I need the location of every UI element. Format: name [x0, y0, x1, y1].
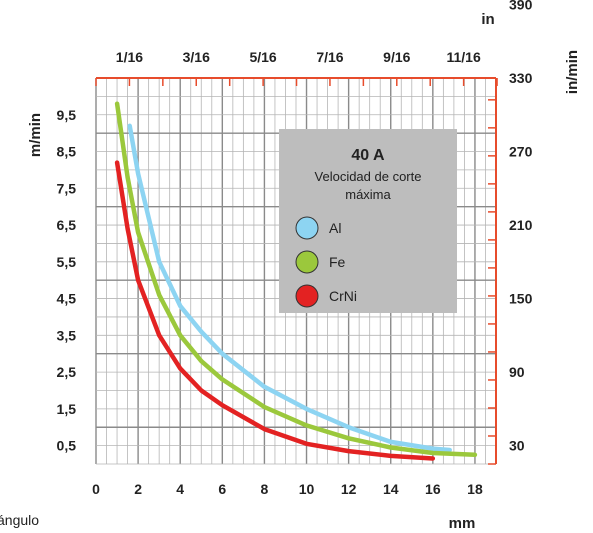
x-bottom-tick-label: 18 — [467, 481, 483, 497]
x-bottom-tick-label: 12 — [341, 481, 357, 497]
legend-label-fe: Fe — [329, 254, 346, 270]
x-bottom-tick-label: 14 — [383, 481, 399, 497]
x-bottom-tick-label: 6 — [218, 481, 226, 497]
x-bottom-tick-label: 4 — [176, 481, 184, 497]
legend: 40 A Velocidad de corte máxima Al Fe CrNi — [279, 129, 457, 313]
legend-label-crni: CrNi — [329, 288, 357, 304]
y-left-tick-label: 8,5 — [57, 144, 77, 160]
y-left-tick-label: 7,5 — [57, 180, 77, 196]
legend-swatch-crni — [296, 285, 318, 307]
x-top-tick-label: 9/16 — [383, 49, 410, 65]
y-left-tick-label: 3,5 — [57, 327, 77, 343]
y-left-tick-label: 4,5 — [57, 291, 77, 307]
x-top-tick-label: 11/16 — [446, 49, 480, 65]
x-bottom-tick-label: 16 — [425, 481, 441, 497]
y-left-tick-label: 1,5 — [57, 401, 77, 417]
x-bottom-tick-label: 2 — [134, 481, 142, 497]
x-bottom-tick-label: 10 — [299, 481, 315, 497]
x-top-axis-title: in — [481, 11, 494, 28]
x-top-tick-label: 1/16 — [116, 49, 143, 65]
y-left-tick-label: 9,5 — [57, 107, 77, 123]
x-top-tick-labels: 1/16 3/16 5/16 7/16 9/16 11/16 — [116, 49, 481, 65]
y-right-tick-label: 210 — [509, 217, 533, 233]
y-left-tick-label: 2,5 — [57, 364, 77, 380]
y-right-tick-label: 90 — [509, 364, 525, 380]
y-left-axis-title: m/min — [27, 113, 44, 157]
right-ruler-ticks — [488, 100, 496, 464]
top-ruler-ticks — [96, 78, 497, 86]
y-right-tick-label: 270 — [509, 144, 533, 160]
legend-label-al: Al — [329, 220, 341, 236]
y-right-tick-label: 330 — [509, 70, 533, 86]
y-left-tick-labels: 0,5 1,5 2,5 3,5 4,5 5,5 6,5 7,5 8,5 9,5 — [57, 107, 77, 454]
legend-subtitle-line2: máxima — [345, 187, 391, 202]
y-left-tick-label: 6,5 — [57, 217, 77, 233]
x-top-tick-label: 7/16 — [316, 49, 343, 65]
legend-swatch-fe — [296, 251, 318, 273]
y-right-tick-label: 30 — [509, 438, 525, 454]
y-left-tick-label: 5,5 — [57, 254, 77, 270]
y-right-axis-title: in/min — [564, 50, 581, 94]
x-bottom-axis-title: mm — [449, 515, 476, 532]
y-right-tick-labels: 30 90 150 210 270 330 390 — [509, 0, 533, 454]
x-bottom-tick-label: 0 — [92, 481, 100, 497]
legend-title: 40 A — [351, 147, 385, 164]
y-right-tick-label: 150 — [509, 291, 533, 307]
x-bottom-tick-labels: 0 2 4 6 8 10 12 14 16 18 — [92, 481, 483, 497]
y-left-tick-label: 0,5 — [57, 438, 77, 454]
x-bottom-tick-label: 8 — [261, 481, 269, 497]
y-right-tick-label: 390 — [509, 0, 533, 12]
x-top-tick-label: 5/16 — [249, 49, 276, 65]
x-top-tick-label: 3/16 — [183, 49, 210, 65]
legend-subtitle-line1: Velocidad de corte — [315, 169, 422, 184]
cropped-caption-text: ángulo — [0, 512, 39, 528]
legend-swatch-al — [296, 217, 318, 239]
